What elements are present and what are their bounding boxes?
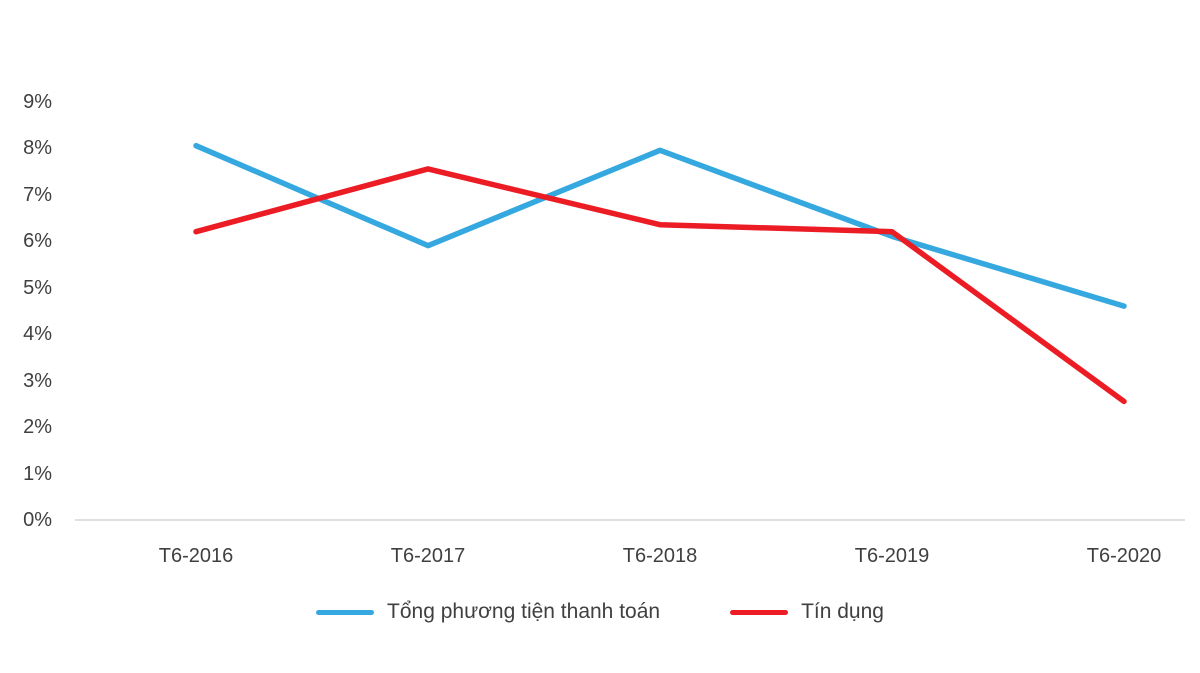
y-axis-tick-label: 5% — [23, 276, 52, 299]
y-axis-tick-label: 9% — [23, 90, 52, 113]
legend-line-sample-red — [730, 609, 789, 615]
y-axis-tick-label: 1% — [23, 462, 52, 485]
legend-label: Tổng phương tiện thanh toán — [387, 600, 661, 623]
y-axis: 9% 8% 7% 6% 5% 4% 3% 2% 1% 0% — [0, 0, 52, 673]
legend-label: Tín dụng — [801, 600, 884, 623]
y-axis-tick-label: 0% — [23, 509, 52, 531]
y-axis-tick-label: 3% — [23, 369, 52, 392]
y-axis-tick-label: 8% — [23, 137, 52, 159]
y-axis-tick-label: 2% — [23, 416, 52, 438]
y-axis-tick-label: 6% — [23, 230, 52, 252]
chart-legend: Tổng phương tiện thanh toán Tín dụng — [0, 600, 1200, 624]
legend-item-tong-phuong-tien-thanh-toan: Tổng phương tiện thanh toán — [316, 600, 660, 624]
y-axis-tick-label: 7% — [23, 183, 52, 206]
legend-line-sample-blue — [316, 609, 375, 615]
series-line-tong-phuong-tien — [193, 142, 1127, 309]
series-line-tin-dung — [193, 166, 1127, 405]
y-axis-tick-label: 4% — [23, 323, 52, 345]
legend-item-tin-dung: Tín dụng — [730, 600, 884, 624]
